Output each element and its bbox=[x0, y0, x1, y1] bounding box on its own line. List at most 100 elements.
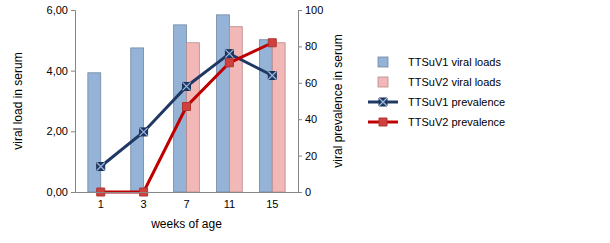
tick: 1 bbox=[98, 192, 104, 210]
marker bbox=[268, 72, 276, 80]
legend-swatch bbox=[378, 77, 388, 87]
chart: 0,00 2,00 4,00 6,00 0 20 40 60 80 100 1 3 7 11 15 weeks… bbox=[0, 0, 610, 243]
legend-item: TTSuV2 viral loads bbox=[378, 76, 501, 88]
marker-group bbox=[140, 128, 148, 136]
tick: 6,00 bbox=[47, 4, 75, 16]
marker bbox=[268, 39, 276, 47]
tick-label: 0,00 bbox=[47, 186, 68, 198]
bar-series bbox=[187, 27, 286, 192]
line-series bbox=[97, 50, 277, 171]
tick-label: 0 bbox=[305, 186, 311, 198]
marker-cross bbox=[268, 72, 276, 80]
legend-marker bbox=[379, 98, 387, 106]
marker-cross bbox=[183, 82, 191, 90]
tick-mark bbox=[298, 83, 302, 84]
legend-label: TTSuV1 prevalence bbox=[408, 96, 505, 108]
tick: 4,00 bbox=[47, 65, 75, 77]
y2-axis: 0 20 40 60 80 100 bbox=[298, 4, 323, 198]
axis-line bbox=[71, 11, 76, 193]
tick-label: 3 bbox=[141, 198, 147, 210]
x-axis-title: weeks of age bbox=[150, 217, 222, 231]
bar bbox=[272, 43, 285, 192]
marker-group bbox=[225, 50, 233, 58]
tick: 0,00 bbox=[47, 186, 75, 198]
legend-item: TTSuV1 viral loads bbox=[378, 56, 501, 68]
tick-label: 11 bbox=[224, 198, 235, 210]
marker-group bbox=[183, 82, 191, 90]
tick-label: 4,00 bbox=[47, 65, 68, 77]
legend-marker bbox=[379, 118, 387, 126]
y-axis-title: viral load in serum bbox=[11, 52, 25, 149]
y2-axis-title: viral prevalence in serum bbox=[331, 34, 345, 167]
x-axis: 1 3 7 11 15 bbox=[76, 192, 299, 210]
tick: 100 bbox=[298, 4, 323, 16]
marker-group bbox=[379, 98, 387, 106]
marker bbox=[225, 59, 233, 67]
tick-mark bbox=[71, 131, 75, 132]
tick-label: 7 bbox=[183, 198, 189, 210]
tick-mark bbox=[298, 119, 302, 120]
tick: 60 bbox=[298, 77, 317, 89]
marker bbox=[183, 102, 191, 110]
marker bbox=[225, 50, 233, 58]
tick-mark bbox=[298, 192, 302, 193]
tick: 3 bbox=[141, 192, 147, 210]
tick: 15 bbox=[266, 192, 278, 210]
bar bbox=[187, 43, 200, 192]
marker-cross bbox=[97, 163, 105, 171]
marker-cross bbox=[379, 98, 387, 106]
marker-group bbox=[183, 102, 191, 110]
tick: 80 bbox=[298, 40, 317, 52]
marker-group bbox=[268, 72, 276, 80]
tick: 2,00 bbox=[47, 125, 75, 137]
tick: 20 bbox=[298, 150, 317, 162]
legend-label: TTSuV2 prevalence bbox=[408, 116, 505, 128]
marker-group bbox=[97, 163, 105, 171]
bar bbox=[131, 48, 144, 192]
bar bbox=[259, 40, 272, 192]
tick-mark bbox=[71, 71, 75, 72]
tick-mark bbox=[71, 10, 75, 11]
marker bbox=[140, 128, 148, 136]
tick-label: 60 bbox=[305, 77, 317, 89]
tick-mark bbox=[298, 156, 302, 157]
tick-label: 20 bbox=[305, 150, 317, 162]
tick-label: 15 bbox=[266, 198, 278, 210]
axis-line bbox=[76, 192, 299, 193]
y-axis: 0,00 2,00 4,00 6,00 bbox=[47, 4, 76, 198]
legend: TTSuV1 viral loads TTSuV2 viral loads TTSu… bbox=[368, 56, 505, 128]
legend-item: TTSuV1 prevalence bbox=[368, 96, 505, 108]
tick-label: 100 bbox=[305, 4, 323, 16]
marker-group bbox=[379, 118, 387, 126]
marker-group bbox=[268, 39, 276, 47]
tick-mark bbox=[298, 46, 302, 47]
tick: 40 bbox=[298, 113, 317, 125]
bar bbox=[217, 15, 230, 192]
legend-label: TTSuV1 viral loads bbox=[408, 56, 501, 68]
tick-mark bbox=[298, 10, 302, 11]
legend-item: TTSuV2 prevalence bbox=[368, 116, 505, 128]
axis-line bbox=[299, 11, 303, 193]
marker bbox=[183, 82, 191, 90]
tick-label: 6,00 bbox=[47, 4, 68, 16]
marker-cross bbox=[225, 50, 233, 58]
tick-label: 80 bbox=[305, 40, 317, 52]
tick: 11 bbox=[224, 192, 235, 210]
plot-area bbox=[88, 15, 285, 196]
legend-label: TTSuV2 viral loads bbox=[408, 76, 501, 88]
line-series bbox=[97, 39, 277, 196]
tick: 7 bbox=[183, 192, 189, 210]
tick-label: 40 bbox=[305, 113, 317, 125]
marker-cross bbox=[140, 128, 148, 136]
tick: 0 bbox=[298, 186, 311, 198]
legend-swatch bbox=[378, 57, 388, 67]
marker bbox=[97, 163, 105, 171]
bar bbox=[88, 73, 101, 192]
marker-group bbox=[225, 59, 233, 67]
line bbox=[101, 54, 273, 167]
bar-series bbox=[88, 15, 272, 192]
tick-mark bbox=[71, 192, 75, 193]
tick-label: 2,00 bbox=[47, 125, 68, 137]
tick-label: 1 bbox=[98, 198, 104, 210]
line bbox=[101, 43, 273, 192]
